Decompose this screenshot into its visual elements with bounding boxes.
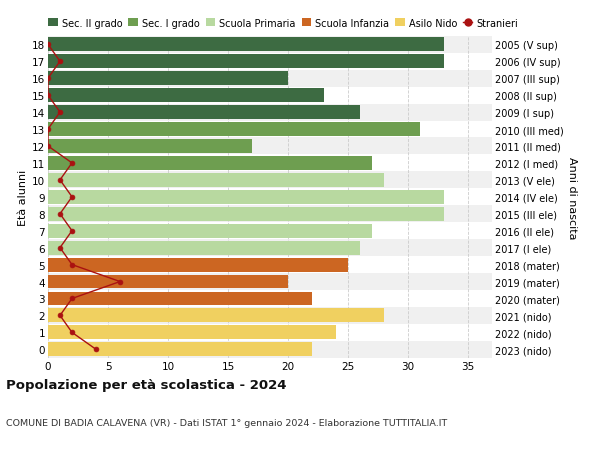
Bar [36,104,540,121]
Bar [48,123,420,137]
Bar [48,224,372,238]
Bar [36,223,540,240]
Bar [48,174,384,187]
Bar [48,190,444,204]
Bar [48,38,444,52]
Bar [36,307,540,324]
Bar [36,172,540,189]
Bar [48,309,384,323]
Bar [36,324,540,341]
Bar [48,55,444,69]
Bar [48,157,372,170]
Bar [48,241,360,255]
Bar [36,274,540,291]
Y-axis label: Anni di nascita: Anni di nascita [568,156,577,239]
Bar [36,121,540,138]
Bar [48,89,324,103]
Bar [36,189,540,206]
Bar [36,291,540,307]
Bar [36,88,540,104]
Bar [36,138,540,155]
Bar [48,140,252,154]
Bar [36,240,540,257]
Bar [48,258,348,272]
Y-axis label: Età alunni: Età alunni [18,169,28,225]
Bar [36,37,540,54]
Bar [36,341,540,358]
Bar [48,342,312,357]
Bar [36,54,540,71]
Bar [36,257,540,274]
Text: Popolazione per età scolastica - 2024: Popolazione per età scolastica - 2024 [6,379,287,392]
Legend: Sec. II grado, Sec. I grado, Scuola Primaria, Scuola Infanzia, Asilo Nido, Stran: Sec. II grado, Sec. I grado, Scuola Prim… [49,19,518,28]
Bar [48,292,312,306]
Bar [48,72,288,86]
Bar [48,207,444,221]
Bar [48,275,288,289]
Bar [48,326,336,340]
Bar [48,106,360,120]
Text: COMUNE DI BADIA CALAVENA (VR) - Dati ISTAT 1° gennaio 2024 - Elaborazione TUTTIT: COMUNE DI BADIA CALAVENA (VR) - Dati IST… [6,418,447,427]
Bar [36,206,540,223]
Bar [36,155,540,172]
Bar [36,71,540,88]
